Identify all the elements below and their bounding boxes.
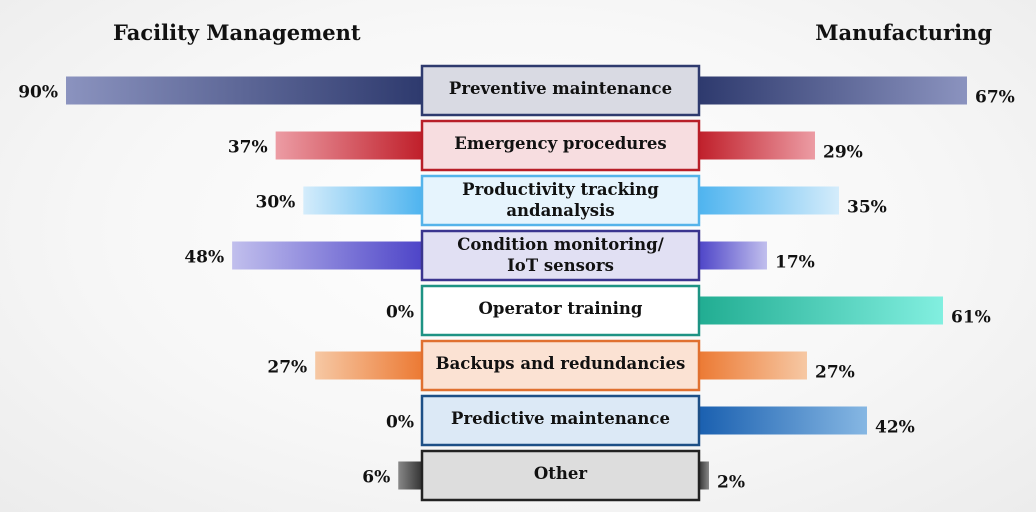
category-label-0: Preventive maintenance xyxy=(449,79,672,98)
bar-right-5 xyxy=(699,351,807,380)
bar-left-2 xyxy=(303,186,422,215)
value-label-right-7: 2% xyxy=(717,473,745,493)
bar-left-3 xyxy=(232,241,422,270)
category-label-3: Condition monitoring/IoT sensors xyxy=(457,235,664,275)
bar-left-0 xyxy=(66,76,422,105)
category-label-6: Predictive maintenance xyxy=(451,409,670,428)
bar-right-2 xyxy=(699,186,839,215)
value-label-right-6: 42% xyxy=(875,418,915,438)
value-label-left-6: 0% xyxy=(386,413,414,433)
category-box-6 xyxy=(420,394,701,447)
value-label-right-0: 67% xyxy=(975,88,1015,108)
category-box-7 xyxy=(420,449,701,502)
value-label-left-2: 30% xyxy=(256,193,296,213)
bar-right-7 xyxy=(699,461,709,490)
bar-right-6 xyxy=(699,406,867,435)
value-label-left-1: 37% xyxy=(228,138,268,158)
bar-right-0 xyxy=(699,76,967,105)
category-label-1: Emergency procedures xyxy=(454,134,666,153)
bar-left-7 xyxy=(398,461,422,490)
value-label-right-3: 17% xyxy=(775,253,815,273)
left-series-title: Facility Management xyxy=(113,20,361,45)
category-box-0 xyxy=(420,64,701,117)
category-label-5: Backups and redundancies xyxy=(436,354,686,373)
value-label-right-4: 61% xyxy=(951,308,991,328)
category-box-1 xyxy=(420,119,701,172)
category-label-7: Other xyxy=(534,464,587,483)
bar-right-3 xyxy=(699,241,767,270)
value-label-right-2: 35% xyxy=(847,198,887,218)
bar-right-1 xyxy=(699,131,815,160)
bar-left-1 xyxy=(275,131,422,160)
bar-left-5 xyxy=(315,351,422,380)
category-box-3 xyxy=(420,229,701,282)
category-label-4: Operator training xyxy=(479,299,643,318)
category-box-2 xyxy=(420,174,701,227)
category-box-4 xyxy=(420,284,701,337)
value-label-right-5: 27% xyxy=(815,363,855,383)
value-label-left-0: 90% xyxy=(18,83,58,103)
category-label-2: Productivity tracking andanalysis xyxy=(462,180,659,220)
value-label-left-7: 6% xyxy=(362,468,390,488)
value-label-left-3: 48% xyxy=(184,248,224,268)
value-label-left-5: 27% xyxy=(267,358,307,378)
value-label-right-1: 29% xyxy=(823,143,863,163)
category-box-5 xyxy=(420,339,701,392)
right-series-title: Manufacturing xyxy=(815,20,992,45)
bar-right-4 xyxy=(699,296,943,325)
value-label-left-4: 0% xyxy=(386,303,414,323)
